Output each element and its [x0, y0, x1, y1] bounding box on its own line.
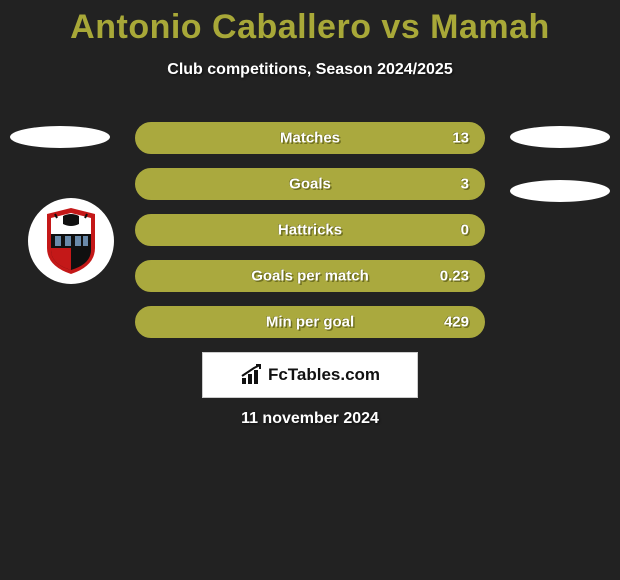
bar-chart-icon: [240, 364, 264, 386]
stat-label: Goals per match: [251, 268, 369, 285]
stat-label: Hattricks: [278, 222, 342, 239]
brand-box: FcTables.com: [202, 352, 418, 398]
stat-value-right: 0: [461, 222, 469, 239]
stat-bar: Matches 13: [135, 122, 485, 154]
subtitle: Club competitions, Season 2024/2025: [0, 61, 620, 79]
player-left-placeholder: [10, 126, 110, 148]
stat-value-right: 429: [444, 314, 469, 331]
stat-bar: Hattricks 0: [135, 214, 485, 246]
stat-value-right: 3: [461, 176, 469, 193]
club-crest-icon: [43, 208, 99, 274]
stat-value-right: 13: [452, 130, 469, 147]
stat-bar: Goals 3: [135, 168, 485, 200]
club-badge: [28, 198, 114, 284]
stat-label: Goals: [289, 176, 331, 193]
comparison-infographic: Antonio Caballero vs Mamah Club competit…: [0, 0, 620, 580]
page-title: Antonio Caballero vs Mamah: [0, 0, 620, 47]
stat-label: Matches: [280, 130, 340, 147]
stat-value-right: 0.23: [440, 268, 469, 285]
stats-bars: Matches 13 Goals 3 Hattricks 0 Goals per…: [135, 122, 485, 352]
player-right-placeholder-1: [510, 126, 610, 148]
stat-bar: Goals per match 0.23: [135, 260, 485, 292]
player-right-placeholder-2: [510, 180, 610, 202]
brand-name: FcTables.com: [268, 365, 380, 385]
stat-label: Min per goal: [266, 314, 354, 331]
date-text: 11 november 2024: [241, 410, 379, 428]
stat-bar: Min per goal 429: [135, 306, 485, 338]
